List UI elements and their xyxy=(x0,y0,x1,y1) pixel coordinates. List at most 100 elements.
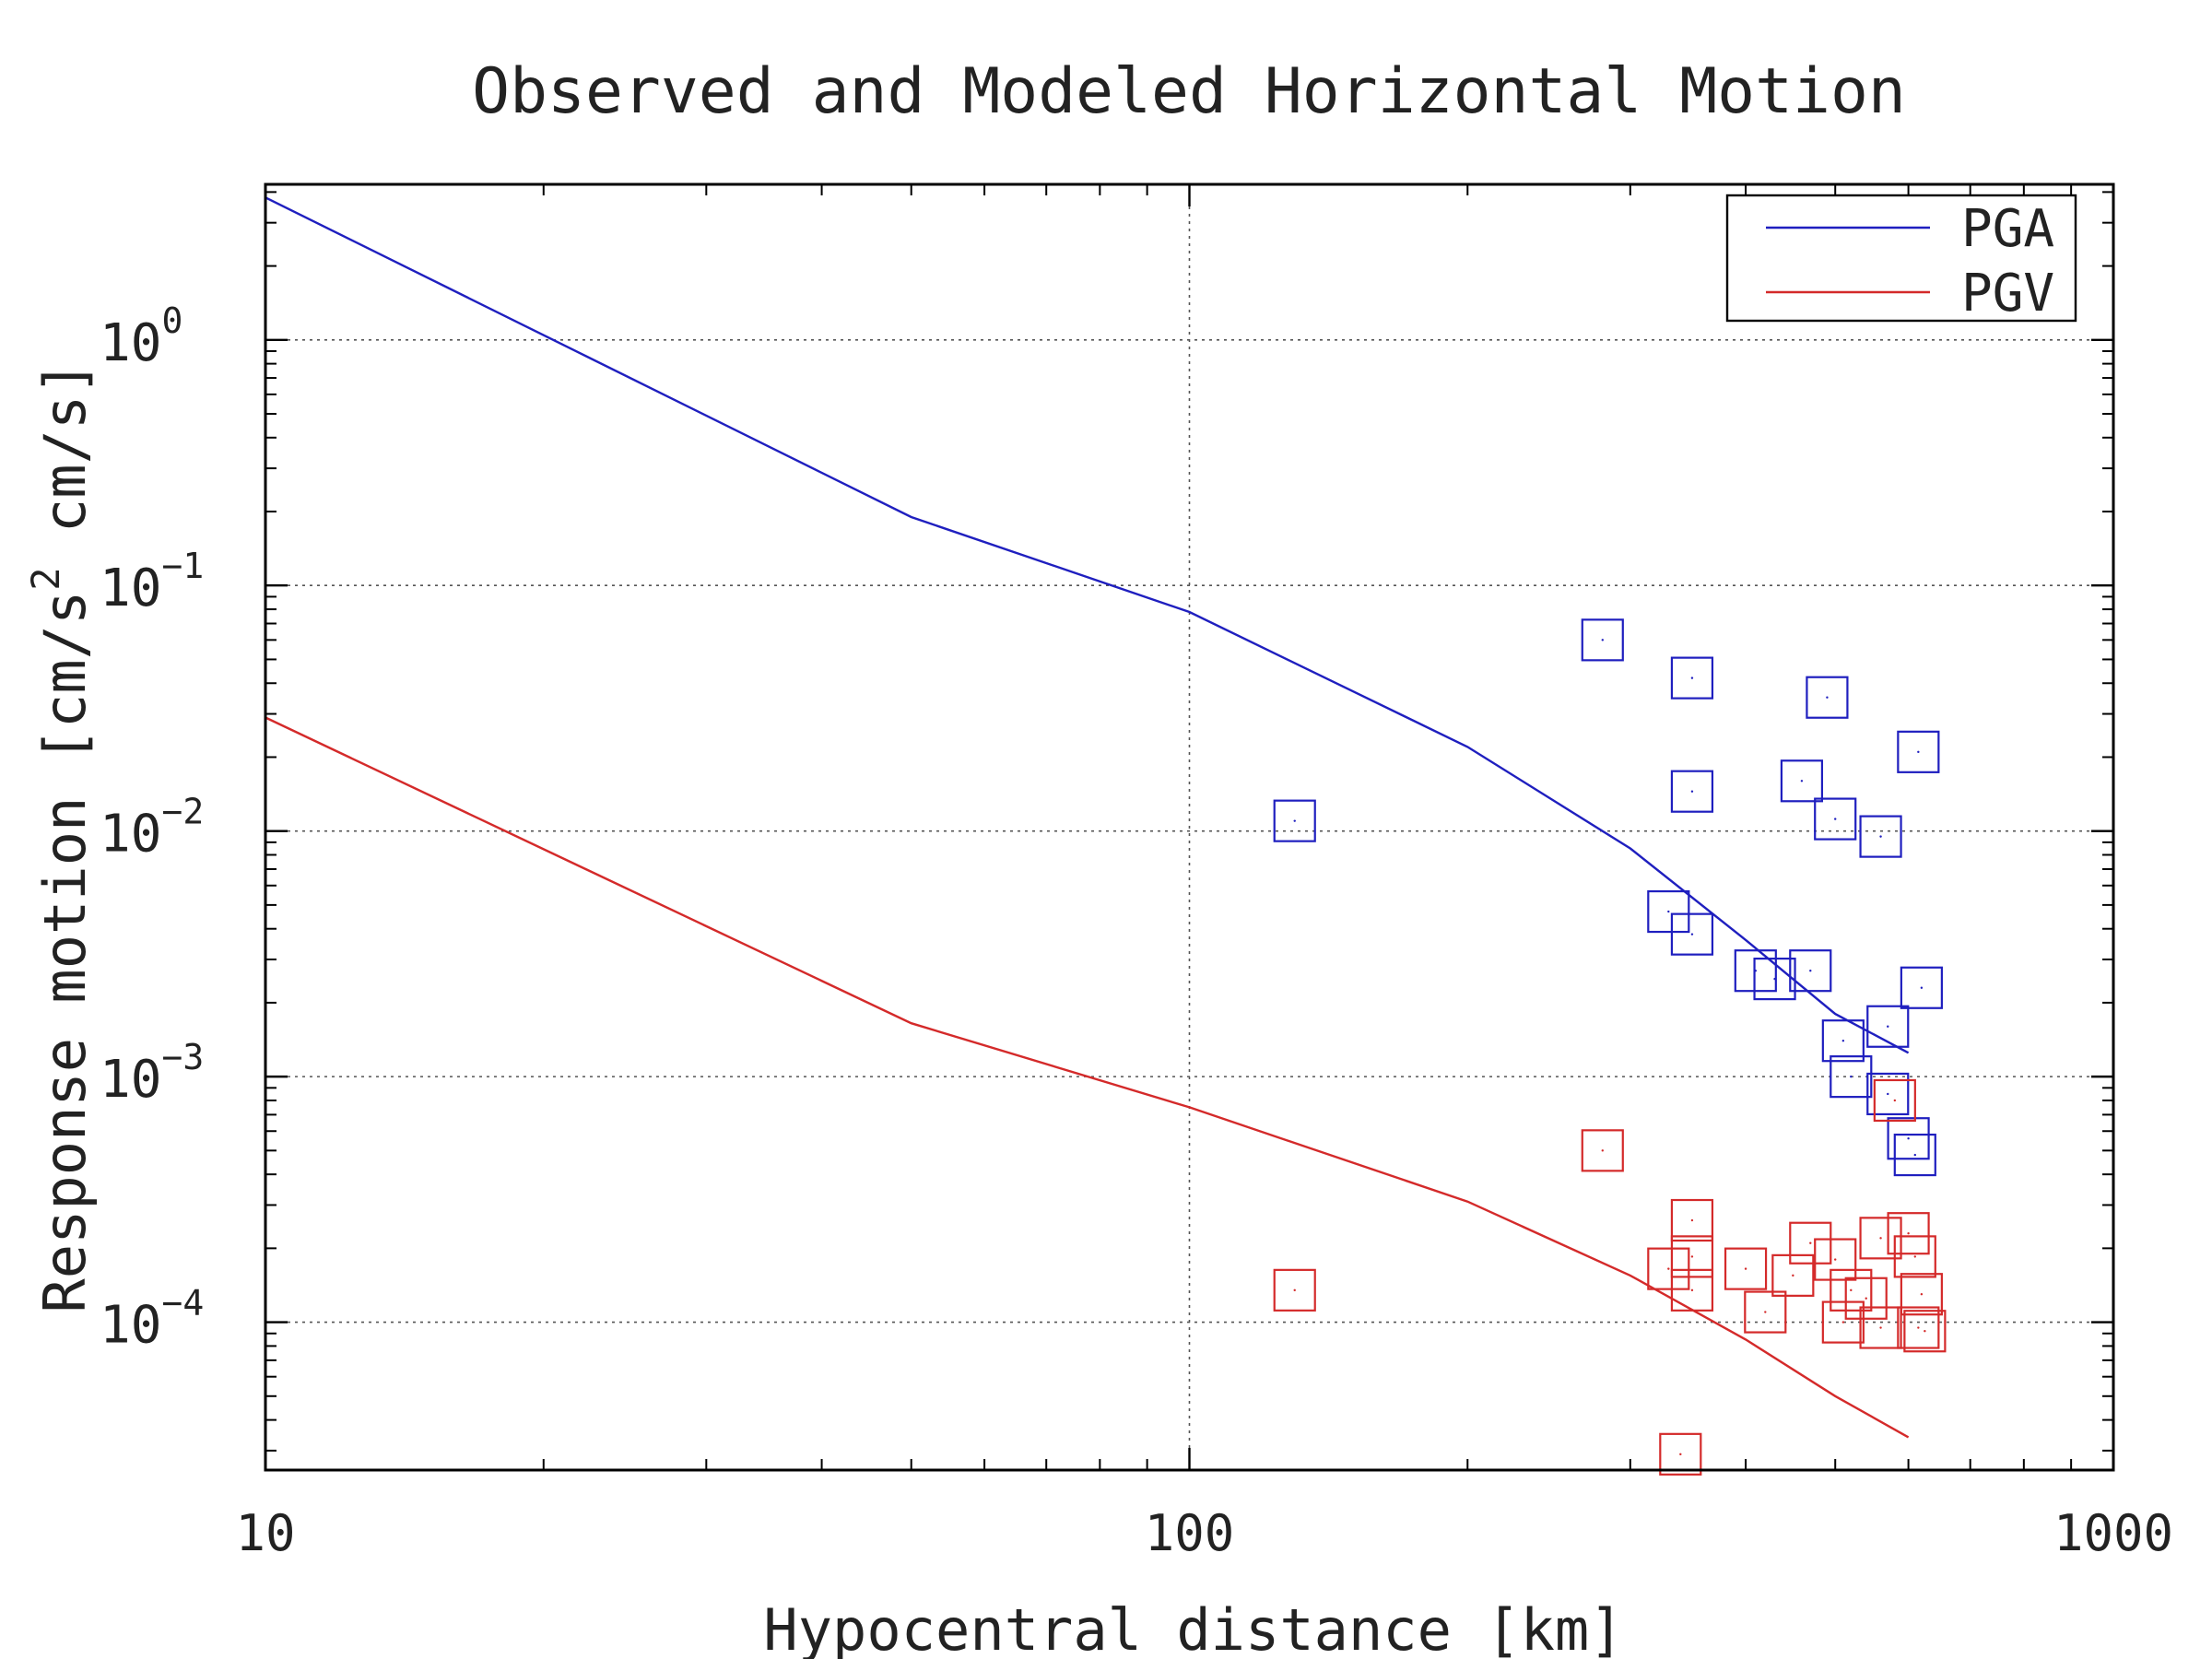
x-tick-label: 100 xyxy=(1145,1504,1235,1562)
data-point xyxy=(1814,797,1857,841)
legend-label-pga: PGA xyxy=(1961,199,2054,259)
data-point xyxy=(1724,1247,1768,1290)
data-point xyxy=(1581,618,1624,662)
data-point-dot xyxy=(1744,1267,1747,1270)
data-point-dot xyxy=(1809,1241,1812,1244)
data-point xyxy=(1893,1235,1936,1278)
data-point xyxy=(1647,1247,1690,1290)
data-point-dot xyxy=(1800,780,1804,782)
data-point-dot xyxy=(1841,1039,1845,1042)
data-point-dot xyxy=(1690,1218,1694,1222)
data-point-dot xyxy=(1865,1297,1867,1300)
data-point-dot xyxy=(1764,1311,1767,1313)
series-line-pgv xyxy=(265,716,1910,1439)
series-layer xyxy=(265,196,1947,1476)
data-point xyxy=(1821,1300,1865,1344)
legend-label-pgv: PGV xyxy=(1961,264,2054,324)
data-point xyxy=(1273,799,1316,842)
data-point xyxy=(1659,1432,1702,1476)
series-markers-pgv-observed xyxy=(1273,1078,1947,1476)
data-point xyxy=(1821,1019,1865,1063)
data-point-dot xyxy=(1773,977,1776,981)
data-point xyxy=(1670,1268,1714,1312)
data-point xyxy=(1866,1005,1910,1048)
data-point xyxy=(1670,656,1714,700)
data-point-dot xyxy=(1667,1267,1670,1270)
data-point xyxy=(1670,770,1714,813)
data-point-dot xyxy=(1834,818,1837,820)
y-tick-base: 10 xyxy=(100,313,161,373)
data-point-dot xyxy=(1809,969,1812,972)
data-point-dot xyxy=(1690,677,1694,679)
data-point xyxy=(1903,1310,1947,1353)
data-point-dot xyxy=(1917,1326,1920,1329)
data-point xyxy=(1273,1268,1316,1312)
data-point-dot xyxy=(1679,1453,1682,1456)
plot-frame xyxy=(264,182,2115,1472)
data-point xyxy=(1814,1238,1857,1281)
data-point xyxy=(1830,1268,1873,1312)
y-tick-exponent: −3 xyxy=(161,1037,204,1077)
data-point-dot xyxy=(1907,1137,1910,1140)
x-axis-label: Hypocentral distance [km] xyxy=(763,1596,1623,1659)
data-point-dot xyxy=(1850,1288,1853,1292)
data-point-dot xyxy=(1907,1232,1910,1235)
data-point xyxy=(1859,1306,1902,1349)
data-point xyxy=(1859,1217,1902,1260)
series-line-pga xyxy=(265,196,1910,1054)
data-point-dot xyxy=(1913,1255,1916,1258)
y-tick-label: 100 xyxy=(100,300,182,373)
data-point-dot xyxy=(1893,1099,1897,1102)
chart-title: Observed and Modeled Horizontal Motion xyxy=(472,55,1906,128)
data-point-dot xyxy=(1913,1153,1916,1157)
data-point xyxy=(1670,1235,1714,1278)
data-point-dot xyxy=(1879,1237,1882,1240)
data-point-dot xyxy=(1920,1293,1924,1296)
data-point xyxy=(1830,1055,1873,1099)
data-point xyxy=(1581,1129,1624,1172)
data-point xyxy=(1873,1078,1916,1123)
data-point-dot xyxy=(1834,1258,1837,1261)
data-point xyxy=(1897,1306,1940,1349)
y-tick-label: 10−2 xyxy=(100,792,204,865)
x-tick-label: 10 xyxy=(235,1504,295,1562)
y-tick-base: 10 xyxy=(100,805,161,865)
data-point xyxy=(1670,1198,1714,1242)
data-point-dot xyxy=(1690,933,1694,935)
data-point xyxy=(1887,1117,1930,1160)
data-point xyxy=(1893,1133,1936,1177)
y-tick-base: 10 xyxy=(100,559,161,618)
data-point xyxy=(1806,676,1849,719)
data-point xyxy=(1900,966,1943,1009)
data-point xyxy=(1753,958,1796,1001)
data-point-dot xyxy=(1917,750,1920,754)
data-point-dot xyxy=(1601,639,1604,641)
y-tick-label: 10−3 xyxy=(100,1037,204,1110)
legend-box xyxy=(1725,194,2077,323)
data-point-dot xyxy=(1690,1255,1694,1258)
data-point-dot xyxy=(1690,1288,1694,1292)
data-point-dot xyxy=(1879,835,1882,838)
data-point xyxy=(1887,1212,1930,1255)
data-point xyxy=(1789,949,1832,993)
data-point xyxy=(1866,1072,1910,1116)
data-point xyxy=(1844,1277,1888,1320)
data-point-dot xyxy=(1792,1274,1794,1277)
data-point xyxy=(1897,730,1940,773)
y-axis-label: Response motion [cm/s2 cm/s] xyxy=(23,360,99,1312)
data-point-dot xyxy=(1850,1075,1853,1078)
y-tick-exponent: −4 xyxy=(161,1283,204,1324)
data-point xyxy=(1789,1221,1832,1265)
data-point-dot xyxy=(1879,1326,1882,1329)
data-point-dot xyxy=(1667,910,1670,913)
data-point-dot xyxy=(1826,696,1829,699)
data-point-dot xyxy=(1920,986,1924,989)
data-point-dot xyxy=(1601,1149,1604,1152)
data-point xyxy=(1734,949,1777,993)
data-point-dot xyxy=(1690,790,1694,793)
data-point xyxy=(1859,815,1902,858)
x-tick-label: 1000 xyxy=(2053,1504,2173,1562)
